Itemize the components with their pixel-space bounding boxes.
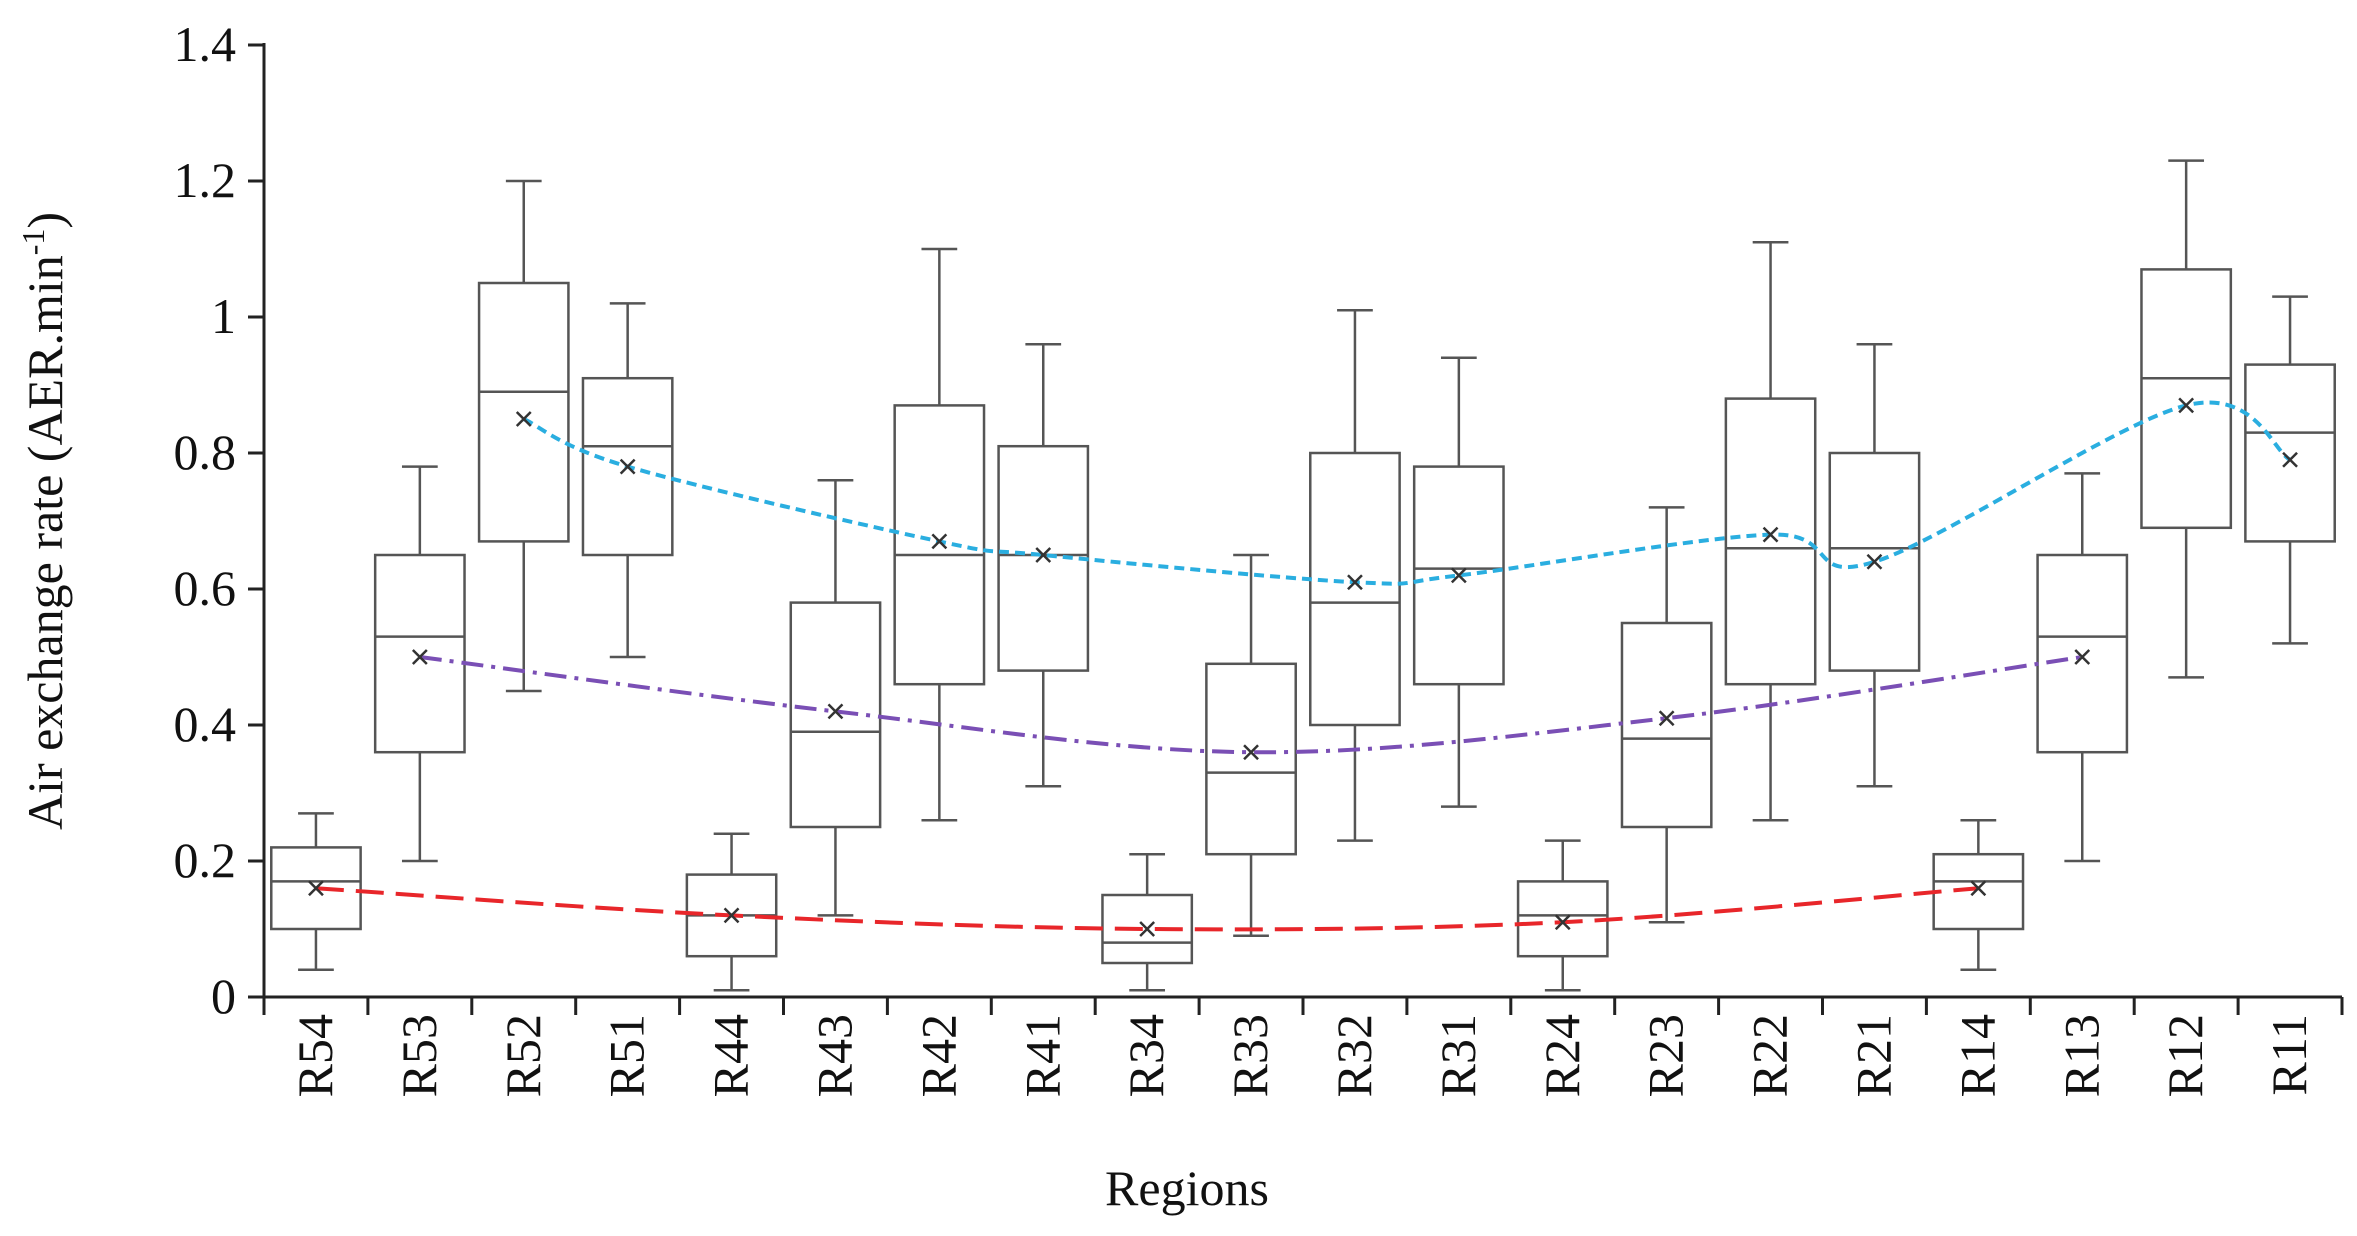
x-axis-label: Regions [1105,1160,1269,1216]
y-tick-label: 1 [211,288,236,344]
x-tick-label: R44 [703,1014,759,1097]
x-tick-label: R23 [1638,1014,1694,1097]
mean-trend-line [419,655,2083,755]
mean-marker [411,649,428,665]
box [1724,397,1817,686]
x-tick-label: R14 [1949,1014,2005,1097]
x-tick-label: R53 [391,1014,447,1097]
y-tick-label: 1.2 [174,152,237,208]
x-tick-label: R54 [287,1014,343,1097]
box [1412,465,1505,686]
y-tick-label: 0.6 [174,560,237,616]
box [2140,268,2233,530]
x-tick-label: R24 [1534,1014,1590,1097]
mean-marker [1347,574,1363,591]
box [2244,363,2336,543]
mean-marker [1450,567,1467,584]
mean-marker [723,907,740,924]
x-tick-label: R32 [1326,1014,1382,1097]
box [1309,451,1401,727]
box [893,404,986,686]
box [2036,553,2129,754]
y-axis-label-main: Air exchange rate (AER.min [17,255,73,830]
x-tick-label: R33 [1222,1014,1278,1097]
x-tick-label: R43 [806,1014,862,1097]
y-axis-label: Air exchange rate (AER.min-1) [15,212,73,830]
mean-marker [2178,397,2195,414]
mean-marker [1866,553,1883,570]
x-tick-label: R41 [1014,1014,1070,1097]
mean-marker [1658,710,1675,727]
y-tick-label: 0.2 [174,832,237,888]
y-tick-label: 0.4 [174,696,237,752]
box [997,444,1090,672]
x-tick-label: R52 [495,1014,551,1097]
x-tick-label: R42 [910,1014,966,1097]
box [1828,451,1921,672]
mean-marker [1139,921,1156,937]
box [1516,880,1609,958]
y-axis-label-sup: -1 [15,229,51,256]
x-tick-label: R11 [2261,1014,2317,1096]
x-tick-label: R51 [599,1014,655,1097]
mean-marker [308,880,324,897]
x-tick-label: R13 [2053,1014,2109,1097]
mean-marker [1762,526,1779,543]
box [1620,621,1713,829]
x-tick-label: R12 [2157,1014,2213,1097]
mean-marker [931,533,948,550]
mean-marker [1970,880,1987,897]
box [270,846,362,931]
x-tick-label: R22 [1742,1014,1798,1097]
box [373,553,466,754]
mean-marker [2074,649,2091,665]
x-tick-label: R21 [1845,1014,1901,1097]
box [477,281,570,543]
mean-marker [619,458,636,475]
box [581,376,674,557]
mean-marker [1554,914,1571,931]
mean-marker [1243,744,1259,761]
y-axis-label-end: ) [17,212,73,229]
y-tick-label: 0 [211,968,236,1024]
mean-marker [515,411,532,427]
y-tick-label: 1.4 [174,16,237,72]
mean-marker [2282,451,2298,468]
box [1932,852,2025,931]
mean-marker [827,703,844,720]
mean-trend-line [522,400,2292,586]
mean-marker [1035,547,1052,563]
y-tick-label: 0.8 [174,424,237,480]
x-tick-label: R31 [1430,1014,1486,1097]
x-tick-label: R34 [1118,1014,1174,1097]
box [1205,662,1297,856]
